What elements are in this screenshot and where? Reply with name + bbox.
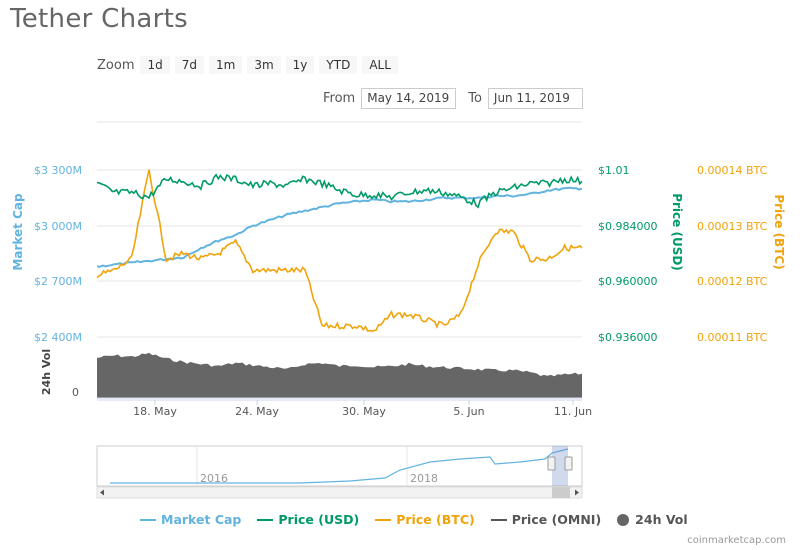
legend-item-volume[interactable]: 24h Vol [617,512,688,527]
x-tick-label: 5. Jun [453,405,484,418]
zoom-label: Zoom [97,57,135,73]
navigator-label: 2018 [410,472,438,485]
price-btc-tick-label: 0.00013 BTC [697,220,768,233]
market-cap-tick-label: $3 000M [34,220,82,233]
navigator-left-handle [547,456,556,471]
price-btc-line [96,169,583,333]
legend-label: Price (OMNI) [511,512,602,527]
navigator-right-handle [564,456,573,471]
date-range: From May 14, 2019 To Jun 11, 2019 [323,87,583,109]
from-label: From [323,90,356,106]
zoom-1y-button[interactable]: 1y [285,56,315,74]
legend-item-market-cap[interactable]: Market Cap [140,512,241,527]
x-tick-label: 24. May [235,405,279,418]
price-usd-tick-label: $1.01 [598,164,630,177]
to-label: To [468,90,482,106]
scroll-left-icon [100,489,104,496]
legend-line-icon [375,518,392,521]
volume-tick-label: 0 [72,386,79,399]
scroll-right-icon [575,489,579,496]
legend-item-price-btc[interactable]: Price (BTC) [375,512,475,527]
x-tick-label: 11. Jun [554,405,592,418]
legend-line-icon [257,518,274,521]
volume-axis-title: 24h Vol [40,349,53,395]
market-cap-tick-label: $2 700M [34,275,82,288]
price-btc-tick-label: 0.00012 BTC [697,275,768,288]
legend-label: Price (BTC) [396,512,475,527]
zoom-controls: Zoom 1d 7d 1m 3m 1y YTD ALL [97,54,403,76]
price-usd-tick-label: $0.984000 [598,220,658,233]
legend-line-icon [140,518,156,521]
x-tick-label: 18. May [133,405,177,418]
legend-label: Price (USD) [278,512,360,527]
price-btc-tick-label: 0.00011 BTC [697,331,768,344]
zoom-7d-button[interactable]: 7d [174,56,205,74]
market-cap-tick-label: $2 400M [34,331,82,344]
price-usd-axis-title: Price (USD) [670,193,684,271]
legend-dot-icon [617,513,630,526]
price-usd-tick-label: $0.936000 [598,331,658,344]
legend-line-icon [490,518,507,521]
navigator-frame [96,445,583,487]
page-title: Tether Charts [10,4,188,34]
x-tick-label: 30. May [342,405,386,418]
navigator-label: 2016 [200,472,228,485]
zoom-3m-button[interactable]: 3m [247,56,281,74]
credit-text: coinmarketcap.com [687,535,786,546]
navigator-selection [552,446,568,486]
volume-area [97,352,582,398]
legend-label: 24h Vol [635,512,688,527]
zoom-all-button[interactable]: ALL [362,56,398,74]
legend-item-price-usd[interactable]: Price (USD) [257,512,359,527]
navigator-series-line [110,448,569,484]
market-cap-tick-label: $3 300M [34,164,82,177]
price-btc-tick-label: 0.00014 BTC [697,164,768,177]
zoom-ytd-button[interactable]: YTD [319,56,358,74]
price-btc-axis-title: Price (BTC) [772,194,786,269]
market-cap-axis-title: Market Cap [11,193,25,271]
zoom-1d-button[interactable]: 1d [140,56,170,74]
price-usd-line [96,173,583,209]
scrollbar-thumb [552,487,570,498]
market-cap-line [96,186,583,268]
scrollbar-track [96,486,583,499]
to-date-input[interactable]: Jun 11, 2019 [487,87,583,109]
zoom-1m-button[interactable]: 1m [209,56,243,74]
legend-label: Market Cap [161,512,242,527]
price-usd-tick-label: $0.960000 [598,275,658,288]
from-date-input[interactable]: May 14, 2019 [361,87,457,109]
legend: Market Cap Price (USD) Price (BTC) Price… [140,512,704,527]
legend-item-price-omni[interactable]: Price (OMNI) [490,512,602,527]
